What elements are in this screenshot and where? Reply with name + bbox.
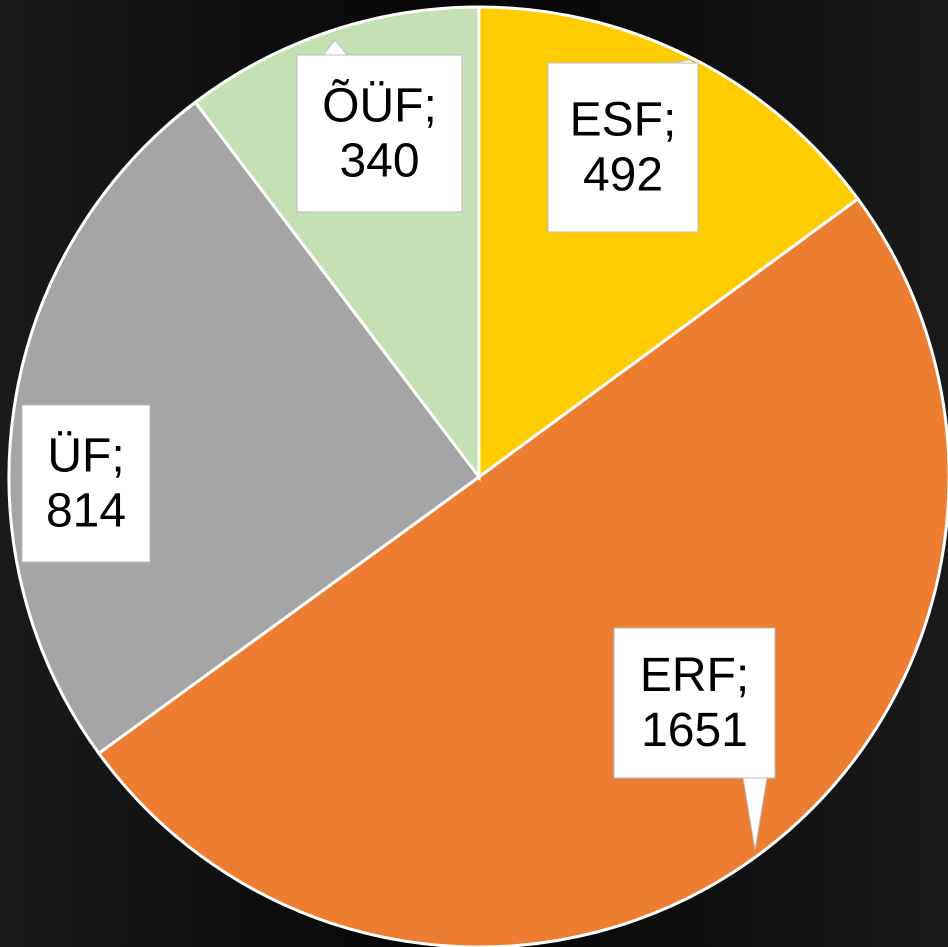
data-label: ESF; 492 xyxy=(570,94,677,202)
label-separator: ; xyxy=(111,430,124,483)
label-box xyxy=(296,54,463,213)
label-separator: ; xyxy=(663,94,676,147)
label-category: ESF xyxy=(570,94,663,147)
label-category: ÜF xyxy=(47,430,111,483)
label-value: 340 xyxy=(339,135,419,188)
label-separator: ; xyxy=(423,80,436,133)
pie-slice xyxy=(7,100,482,756)
data-label: ERF; 1651 xyxy=(640,649,749,757)
data-label: ÜF; 814 xyxy=(46,430,126,538)
label-category: ÕÜF xyxy=(322,79,423,133)
label-value: 1651 xyxy=(641,704,748,757)
label-box xyxy=(613,627,776,779)
label-box xyxy=(547,62,699,233)
label-separator: ; xyxy=(736,649,749,702)
label-value: 492 xyxy=(583,149,663,202)
label-value: 814 xyxy=(46,485,126,538)
data-label: ÕÜF; 340 xyxy=(322,79,437,188)
label-category: ERF xyxy=(640,649,736,702)
label-box xyxy=(21,404,151,563)
